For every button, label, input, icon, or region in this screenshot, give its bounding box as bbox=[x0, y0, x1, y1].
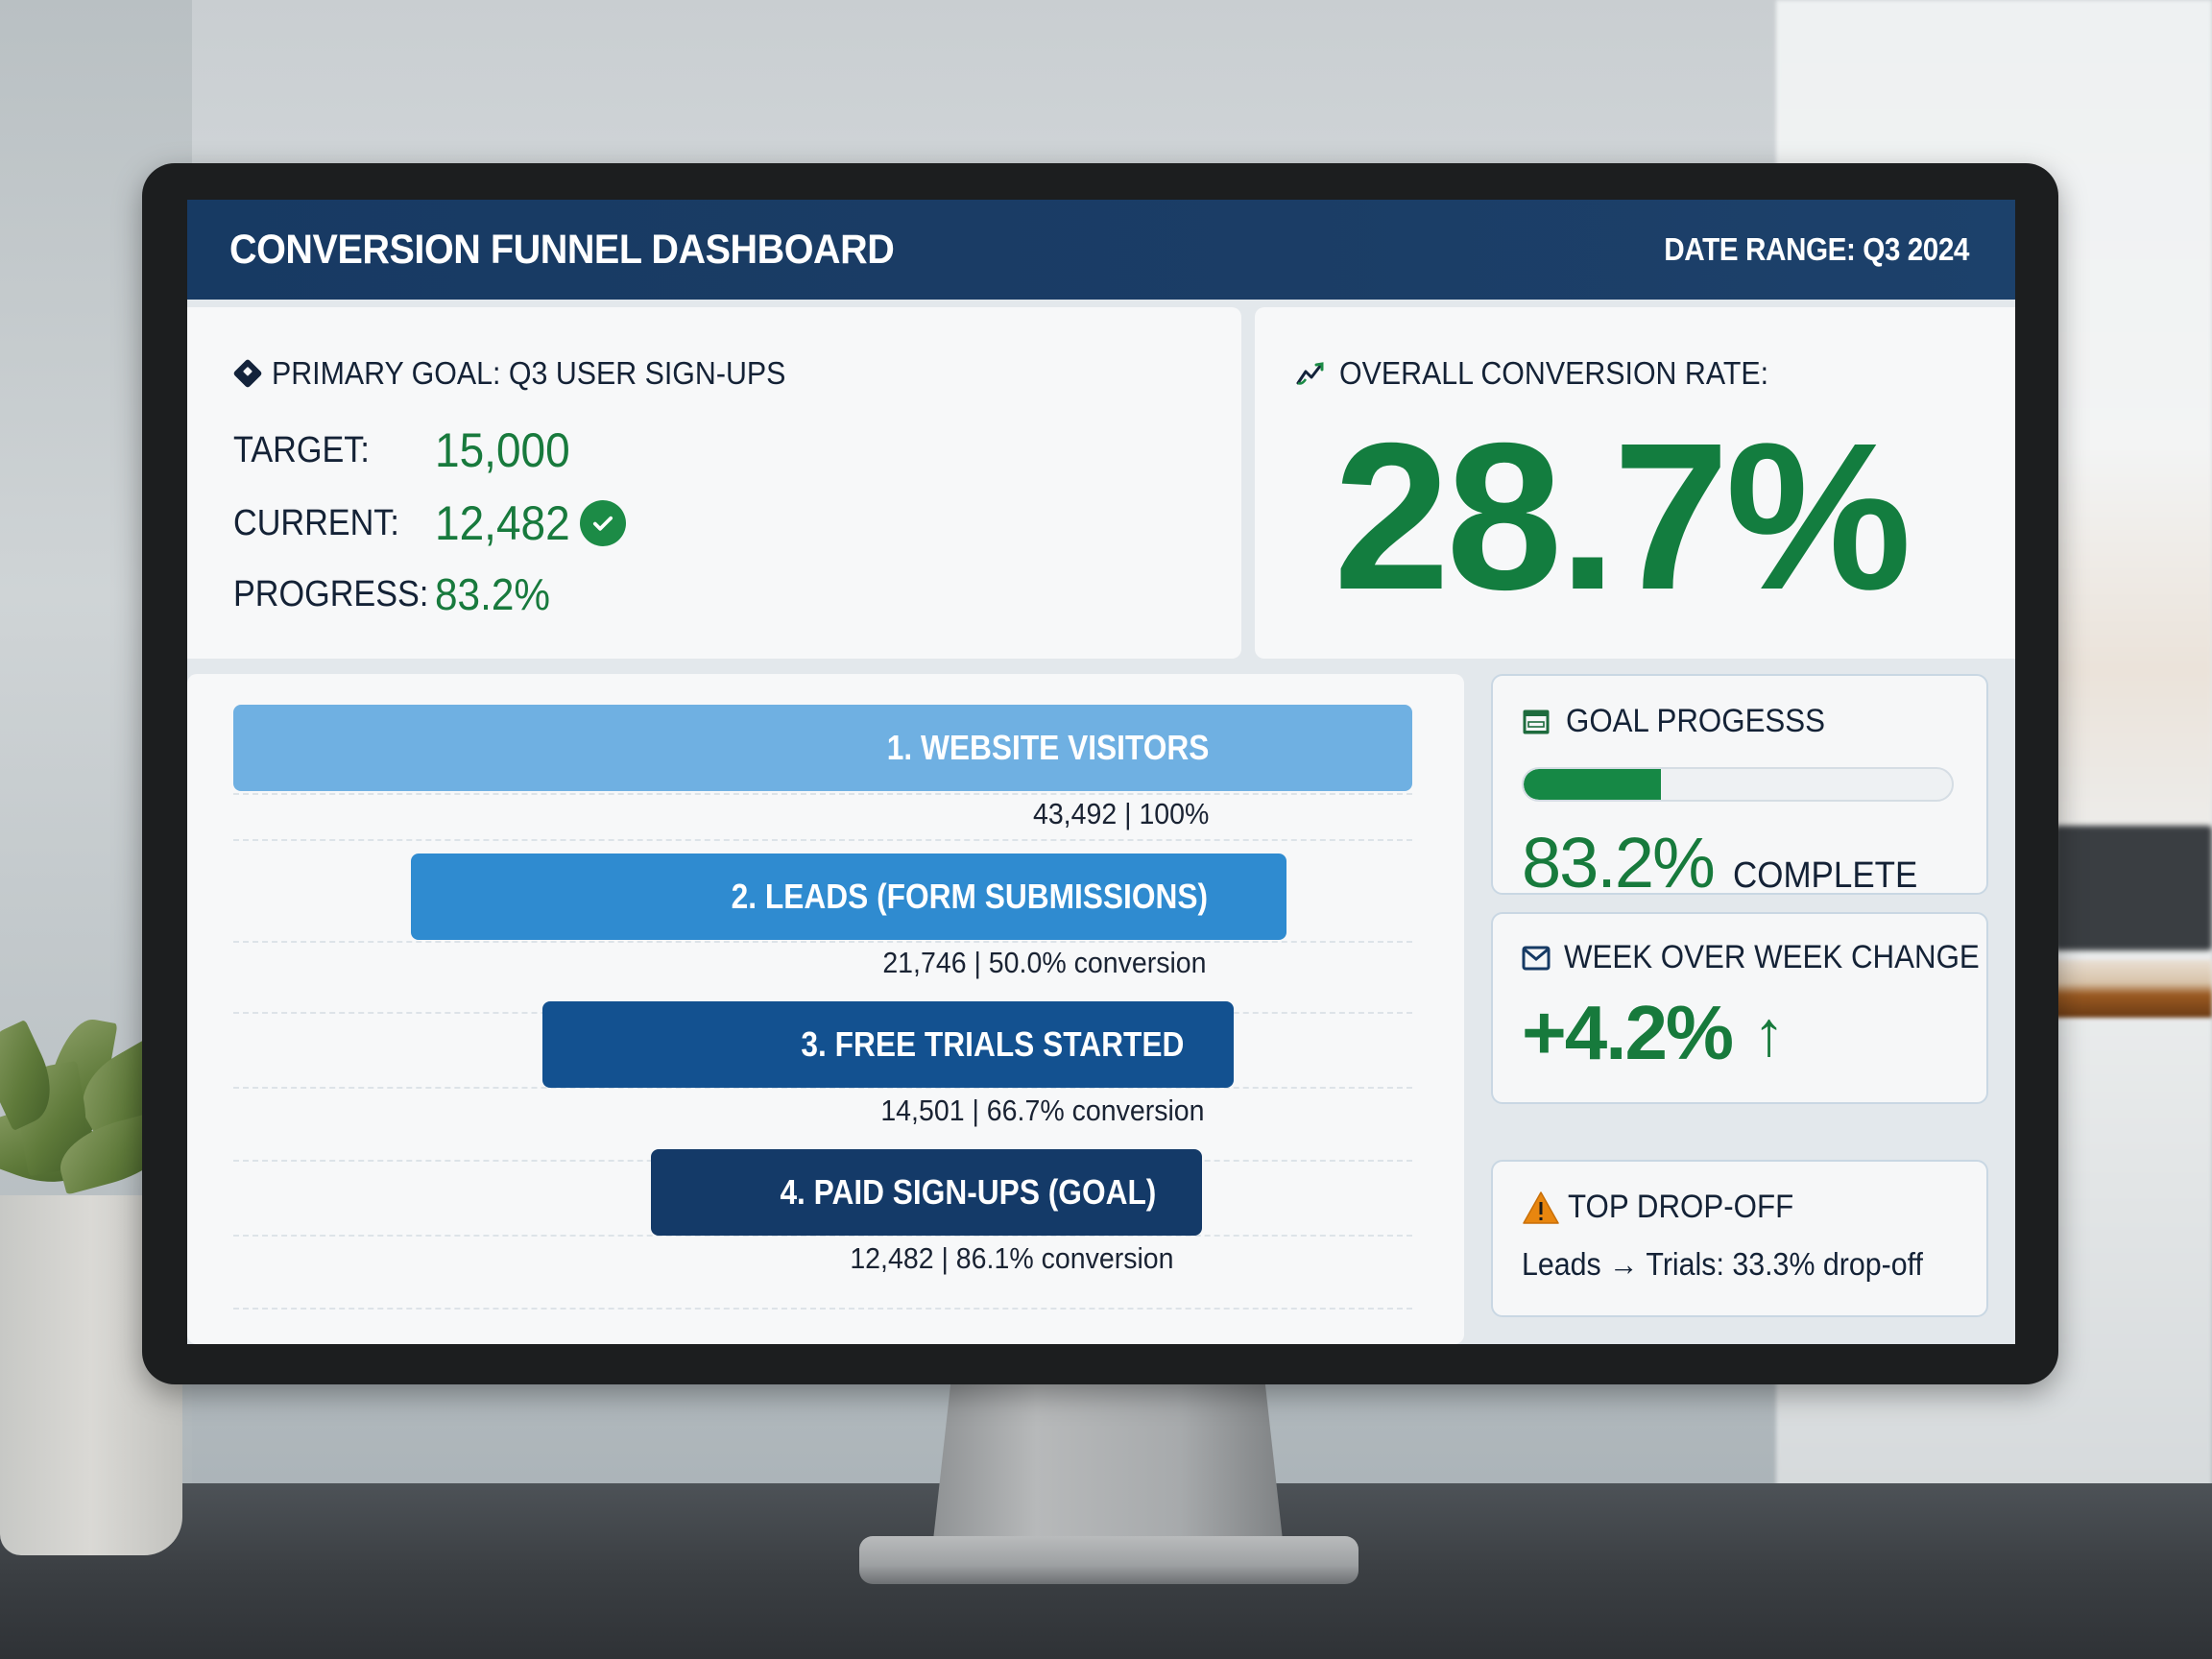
goal-progress-suffix: COMPLETE bbox=[1732, 855, 1918, 896]
goal-progress-bar-fill bbox=[1524, 769, 1661, 800]
progress-row: PROGRESS: 83.2% bbox=[233, 568, 560, 620]
date-range-selector[interactable]: DATE RANGE: Q3 2024 bbox=[1664, 231, 1969, 267]
top-drop-off-heading: TOP DROP-OFF bbox=[1522, 1189, 1814, 1226]
week-over-week-heading: WEEK OVER WEEK CHANGE bbox=[1522, 939, 2015, 976]
page-title: CONVERSION FUNNEL DASHBOARD bbox=[229, 226, 895, 273]
grid-line bbox=[233, 839, 1412, 841]
envelope-icon bbox=[1522, 946, 1551, 971]
funnel-stage-4-stat: 12,482 | 86.1% conversion bbox=[850, 1241, 1174, 1275]
calendar-icon bbox=[1522, 709, 1551, 735]
background-shelf bbox=[2055, 826, 2212, 950]
goal-progress-heading: GOAL PROGESSS bbox=[1522, 703, 1848, 740]
current-label: CURRENT: bbox=[233, 502, 399, 543]
top-drop-off-detail: Leads → Trials: 33.3% drop-off bbox=[1522, 1246, 1923, 1282]
grid-line bbox=[233, 941, 1412, 943]
funnel-stage-1-bar[interactable]: 1. WEBSITE VISITORS bbox=[233, 705, 1412, 791]
funnel-stage-2-bar[interactable]: 2. LEADS (FORM SUBMISSIONS) bbox=[411, 854, 1286, 940]
grid-line bbox=[233, 1308, 1412, 1310]
week-over-week-value-row: +4.2% ↑ bbox=[1522, 989, 1785, 1077]
progress-value: 83.2% bbox=[435, 569, 551, 619]
top-drop-off-card: TOP DROP-OFF Leads → Trials: 33.3% drop-… bbox=[1491, 1160, 1988, 1317]
diamond-icon bbox=[232, 358, 263, 389]
funnel-stage-3-stat: 14,501 | 66.7% conversion bbox=[880, 1094, 1205, 1127]
funnel-stage-2-stat: 21,746 | 50.0% conversion bbox=[882, 946, 1207, 979]
warning-icon bbox=[1522, 1190, 1560, 1225]
grid-line bbox=[233, 793, 1412, 795]
current-value: 12,482 bbox=[435, 496, 570, 550]
goal-progress-card: GOAL PROGESSS 83.2% COMPLETE bbox=[1491, 674, 1988, 902]
overall-conversion-value: 28.7% bbox=[1334, 400, 1911, 634]
overall-conversion-panel: OVERALL CONVERSION RATE: 28.7% bbox=[1255, 307, 2015, 659]
funnel-chart-panel: 1. WEBSITE VISITORS 43,492 | 100% 2. LEA… bbox=[187, 674, 1464, 1344]
progress-label: PROGRESS: bbox=[233, 573, 429, 614]
funnel-stage-4-bar[interactable]: 4. PAID SIGN-UPS (GOAL) bbox=[651, 1149, 1202, 1236]
primary-goal-panel: PRIMARY GOAL: Q3 USER SIGN-UPS TARGET: 1… bbox=[187, 307, 1241, 659]
dashboard-screen: CONVERSION FUNNEL DASHBOARD DATE RANGE: … bbox=[187, 200, 2015, 1344]
background-desk-wood bbox=[2055, 960, 2212, 1018]
goal-progress-value: 83.2% bbox=[1522, 823, 1716, 902]
primary-goal-heading: PRIMARY GOAL: Q3 USER SIGN-UPS bbox=[232, 355, 830, 392]
goal-progress-bar bbox=[1522, 767, 1954, 802]
monitor-stand-base bbox=[859, 1536, 1358, 1584]
overall-conversion-heading: OVERALL CONVERSION RATE: bbox=[1295, 355, 1806, 392]
trend-line-icon bbox=[1295, 360, 1328, 387]
target-value: 15,000 bbox=[435, 423, 570, 477]
target-label: TARGET: bbox=[233, 429, 370, 470]
grid-line bbox=[233, 1235, 1412, 1237]
week-over-week-value: +4.2% bbox=[1522, 990, 1734, 1075]
target-row: TARGET: 15,000 bbox=[233, 422, 582, 478]
week-over-week-card: WEEK OVER WEEK CHANGE +4.2% ↑ bbox=[1491, 912, 1988, 1104]
goal-progress-value-row: 83.2% COMPLETE bbox=[1522, 822, 1934, 903]
funnel-stage-1-stat: 43,492 | 100% bbox=[1032, 797, 1209, 830]
arrow-up-icon: ↑ bbox=[1753, 998, 1786, 1069]
funnel-stage-3-bar[interactable]: 3. FREE TRIALS STARTED bbox=[542, 1001, 1234, 1088]
dashboard-header: CONVERSION FUNNEL DASHBOARD DATE RANGE: … bbox=[187, 200, 2015, 300]
grid-line bbox=[233, 1087, 1412, 1089]
check-circle-icon bbox=[579, 500, 626, 546]
current-row: CURRENT: 12,482 bbox=[233, 495, 626, 551]
